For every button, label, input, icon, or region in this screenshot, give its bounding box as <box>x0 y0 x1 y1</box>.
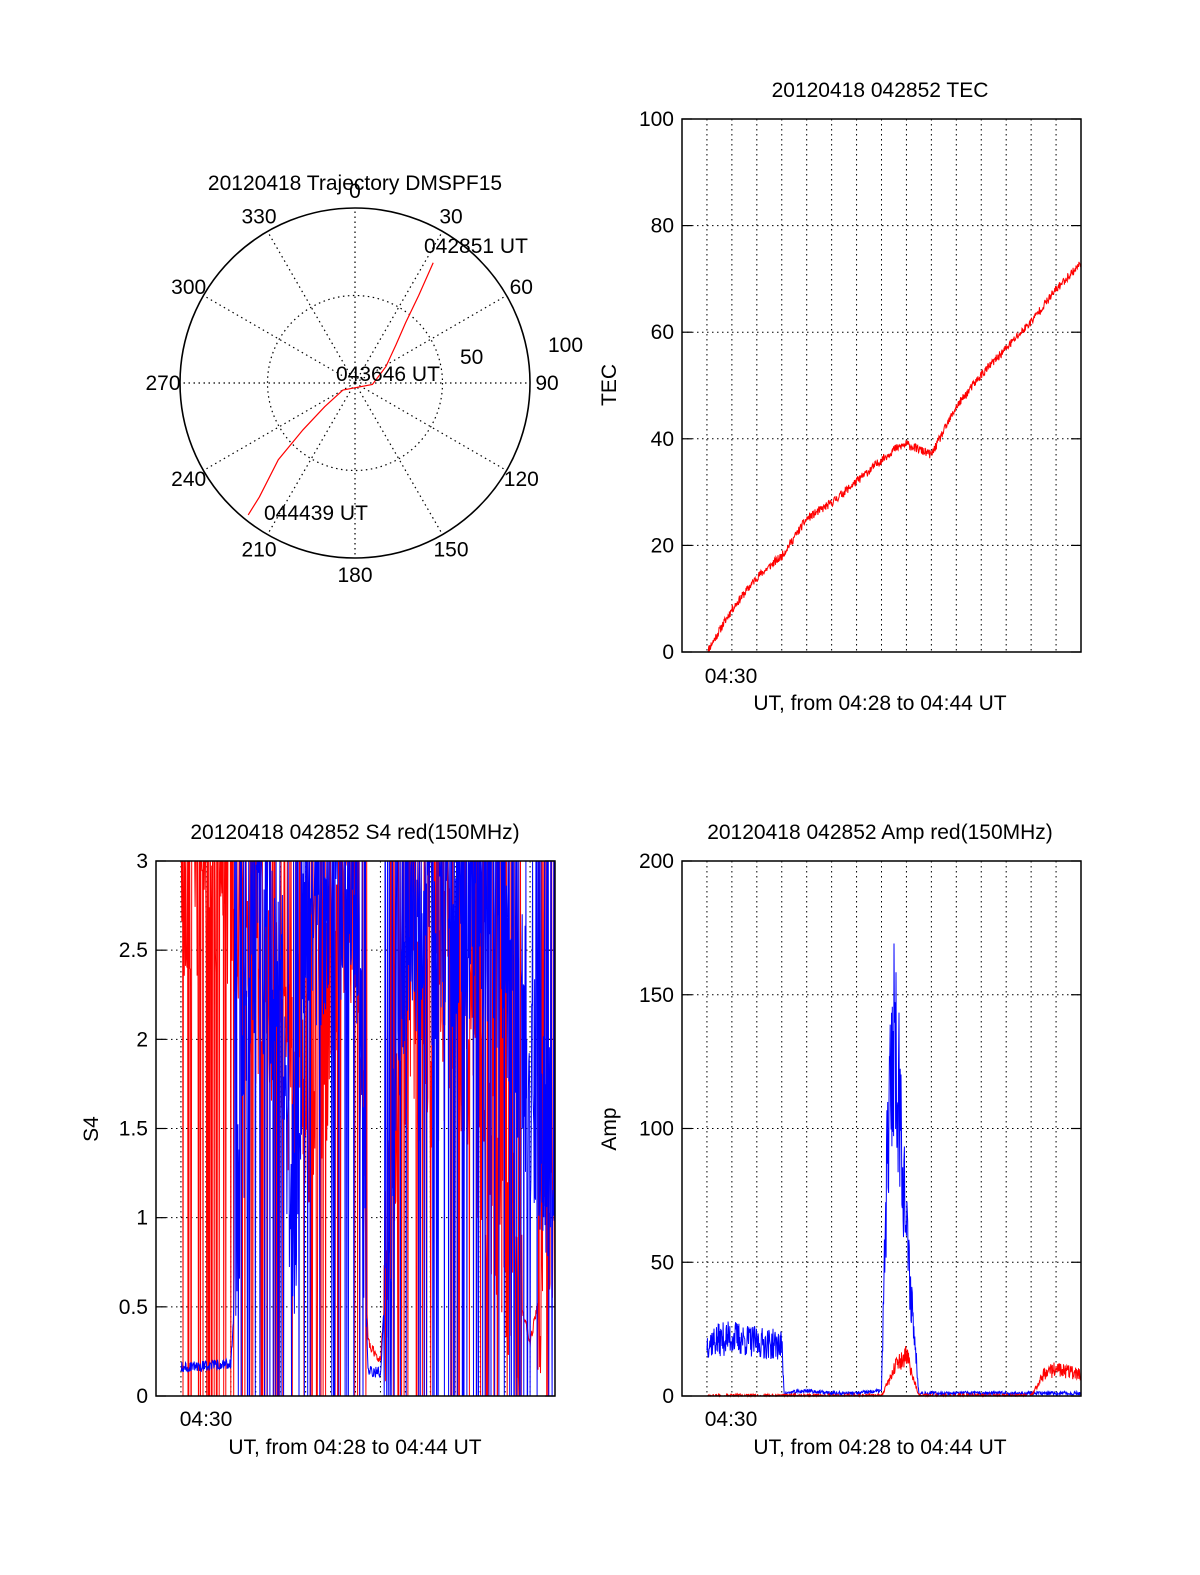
amp-title: 20120418 042852 Amp red(150MHz) <box>707 821 1053 844</box>
azimuth-tick-label: 330 <box>241 206 276 229</box>
plot-frame <box>155 860 556 1397</box>
azimuth-tick-label: 90 <box>535 372 558 395</box>
y-tick-label: 2 <box>136 1028 148 1051</box>
trajectory-label-start: 042851 UT <box>424 235 528 258</box>
y-tick-label: 50 <box>651 1251 674 1274</box>
series-line-1 <box>180 860 556 1397</box>
y-tick-label: 40 <box>651 428 674 451</box>
y-tick-label: 100 <box>639 108 674 131</box>
y-tick-label: 3 <box>136 850 148 873</box>
polar-spoke <box>203 382 356 472</box>
azimuth-tick-label: 60 <box>510 276 533 299</box>
amp-ylabel: Amp <box>598 1107 621 1150</box>
polar-elevation-label-100: 100 <box>548 334 583 357</box>
azimuth-tick-label: 0 <box>349 180 361 203</box>
y-tick-label: 0 <box>662 641 674 664</box>
polar-title: 20120418 Trajectory DMSPF15 <box>208 172 502 195</box>
y-tick-label: 100 <box>639 1118 674 1141</box>
plot-frame <box>681 118 1082 653</box>
y-tick-label: 2.5 <box>119 939 148 962</box>
y-tick-label: 60 <box>651 321 674 344</box>
plot-frame <box>681 860 1082 1397</box>
series-line-1 <box>706 1346 1082 1398</box>
tec-panel: 20120418 042852 TEC TEC UT, from 04:28 t… <box>598 79 1082 715</box>
y-tick-label: 0 <box>136 1385 148 1408</box>
y-tick-label: 0 <box>662 1385 674 1408</box>
polar-outer-ring <box>179 207 531 559</box>
tec-title: 20120418 042852 TEC <box>772 79 989 102</box>
polar-inner-ring <box>266 294 444 472</box>
azimuth-tick-label: 270 <box>145 372 180 395</box>
azimuth-tick-label: 150 <box>433 538 468 561</box>
azimuth-tick-label: 180 <box>337 564 372 587</box>
trajectory-label-end: 044439 UT <box>264 502 368 525</box>
polar-spoke <box>354 382 444 535</box>
polar-spoke <box>266 231 356 384</box>
trajectory-line <box>247 262 434 516</box>
y-tick-label: 1 <box>136 1207 148 1230</box>
s4-xlabel: UT, from 04:28 to 04:44 UT <box>228 1436 481 1459</box>
y-tick-label: 80 <box>651 215 674 238</box>
s4-xtick-0430: 04:30 <box>180 1408 233 1431</box>
polar-trajectory-plot: 20120418 Trajectory DMSPF15 0 30 60 90 120 15… <box>145 172 583 587</box>
amp-panel: 20120418 042852 Amp red(150MHz) Amp UT, … <box>598 821 1082 1459</box>
series-line-0 <box>706 261 1082 653</box>
azimuth-tick-label: 300 <box>171 276 206 299</box>
azimuth-tick-label: 240 <box>171 468 206 491</box>
polar-spoke <box>203 294 356 384</box>
y-tick-label: 200 <box>639 850 674 873</box>
trajectory-label-mid: 043646 UT <box>336 363 440 386</box>
azimuth-tick-label: 30 <box>439 206 462 229</box>
y-tick-label: 0.5 <box>119 1296 148 1319</box>
azimuth-tick-label: 120 <box>504 468 539 491</box>
polar-grid <box>179 207 531 559</box>
polar-spoke <box>354 294 507 384</box>
s4-ylabel: S4 <box>80 1116 103 1142</box>
polar-spoke <box>354 382 507 472</box>
polar-spoke <box>266 382 356 535</box>
y-tick-label: 1.5 <box>119 1118 148 1141</box>
amp-xtick-0430: 04:30 <box>705 1408 758 1431</box>
tec-xlabel: UT, from 04:28 to 04:44 UT <box>753 692 1006 715</box>
polar-elevation-label-50: 50 <box>460 346 483 369</box>
y-tick-label: 20 <box>651 534 674 557</box>
polar-azimuth-labels: 0 30 60 90 120 150 180 210 240 270 300 330 <box>145 180 558 587</box>
amp-xlabel: UT, from 04:28 to 04:44 UT <box>753 1436 1006 1459</box>
s4-panel: 20120418 042852 S4 red(150MHz) S4 UT, fr… <box>80 821 556 1459</box>
s4-title: 20120418 042852 S4 red(150MHz) <box>190 821 519 844</box>
polar-spoke <box>354 231 444 384</box>
tec-ylabel: TEC <box>598 364 621 406</box>
tec-xtick-0430: 04:30 <box>705 665 758 688</box>
azimuth-tick-label: 210 <box>241 538 276 561</box>
series-line-0 <box>706 943 1082 1398</box>
y-tick-label: 150 <box>639 984 674 1007</box>
